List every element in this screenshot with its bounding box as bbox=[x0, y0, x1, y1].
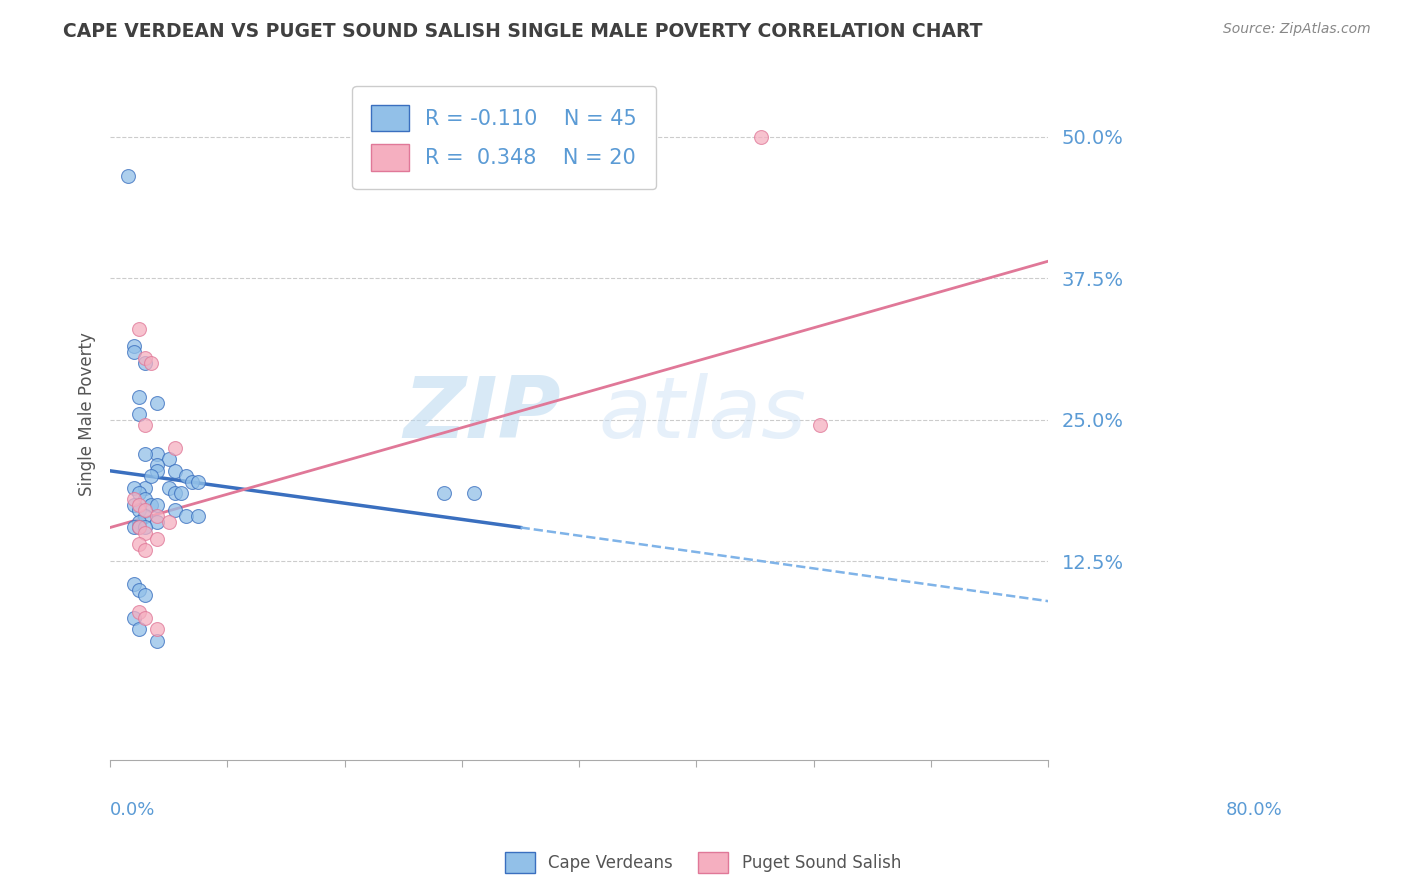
Point bbox=[122, 520, 145, 534]
Point bbox=[122, 498, 145, 512]
Point bbox=[146, 464, 169, 478]
Point bbox=[146, 515, 169, 529]
Point bbox=[134, 611, 156, 625]
Point bbox=[749, 129, 772, 144]
Point bbox=[128, 520, 150, 534]
Point bbox=[146, 532, 169, 546]
Text: atlas: atlas bbox=[598, 373, 806, 456]
Point bbox=[128, 520, 150, 534]
Point bbox=[433, 486, 456, 500]
Point bbox=[128, 407, 150, 421]
Point bbox=[128, 498, 150, 512]
Legend: Cape Verdeans, Puget Sound Salish: Cape Verdeans, Puget Sound Salish bbox=[499, 846, 907, 880]
Point bbox=[146, 447, 169, 461]
Text: ZIP: ZIP bbox=[404, 373, 561, 456]
Point bbox=[134, 418, 156, 433]
Point bbox=[128, 537, 150, 551]
Point bbox=[134, 509, 156, 524]
Point bbox=[122, 611, 145, 625]
Point bbox=[146, 498, 169, 512]
Point bbox=[187, 475, 209, 490]
Point bbox=[463, 486, 485, 500]
Point bbox=[176, 469, 198, 483]
Point bbox=[128, 322, 150, 336]
Point bbox=[134, 520, 156, 534]
Point bbox=[187, 509, 209, 524]
Point bbox=[134, 526, 156, 541]
Text: 0.0%: 0.0% bbox=[110, 801, 156, 819]
Point bbox=[122, 492, 145, 507]
Point bbox=[146, 633, 169, 648]
Point bbox=[141, 469, 163, 483]
Point bbox=[163, 441, 186, 455]
Point bbox=[146, 509, 169, 524]
Legend: R = -0.110    N = 45, R =  0.348    N = 20: R = -0.110 N = 45, R = 0.348 N = 20 bbox=[353, 86, 655, 189]
Point bbox=[122, 481, 145, 495]
Point bbox=[808, 418, 831, 433]
Point bbox=[157, 452, 180, 467]
Point bbox=[128, 515, 150, 529]
Point bbox=[128, 623, 150, 637]
Text: Source: ZipAtlas.com: Source: ZipAtlas.com bbox=[1223, 22, 1371, 37]
Point bbox=[134, 543, 156, 558]
Point bbox=[157, 515, 180, 529]
Y-axis label: Single Male Poverty: Single Male Poverty bbox=[79, 332, 96, 496]
Point bbox=[122, 344, 145, 359]
Text: CAPE VERDEAN VS PUGET SOUND SALISH SINGLE MALE POVERTY CORRELATION CHART: CAPE VERDEAN VS PUGET SOUND SALISH SINGL… bbox=[63, 22, 983, 41]
Point bbox=[176, 509, 198, 524]
Point bbox=[181, 475, 204, 490]
Point bbox=[134, 351, 156, 365]
Point bbox=[146, 396, 169, 410]
Text: 80.0%: 80.0% bbox=[1226, 801, 1282, 819]
Point bbox=[128, 606, 150, 620]
Point bbox=[134, 447, 156, 461]
Point bbox=[163, 464, 186, 478]
Point bbox=[157, 481, 180, 495]
Point bbox=[134, 589, 156, 603]
Point bbox=[141, 498, 163, 512]
Point bbox=[163, 503, 186, 517]
Point bbox=[117, 169, 139, 184]
Point bbox=[169, 486, 191, 500]
Point bbox=[128, 486, 150, 500]
Point bbox=[146, 623, 169, 637]
Point bbox=[128, 503, 150, 517]
Point bbox=[146, 458, 169, 472]
Point bbox=[128, 582, 150, 597]
Point bbox=[128, 390, 150, 404]
Point bbox=[134, 503, 156, 517]
Point bbox=[122, 577, 145, 591]
Point bbox=[163, 486, 186, 500]
Point bbox=[134, 492, 156, 507]
Point bbox=[134, 481, 156, 495]
Point bbox=[141, 356, 163, 370]
Point bbox=[134, 356, 156, 370]
Point bbox=[122, 339, 145, 353]
